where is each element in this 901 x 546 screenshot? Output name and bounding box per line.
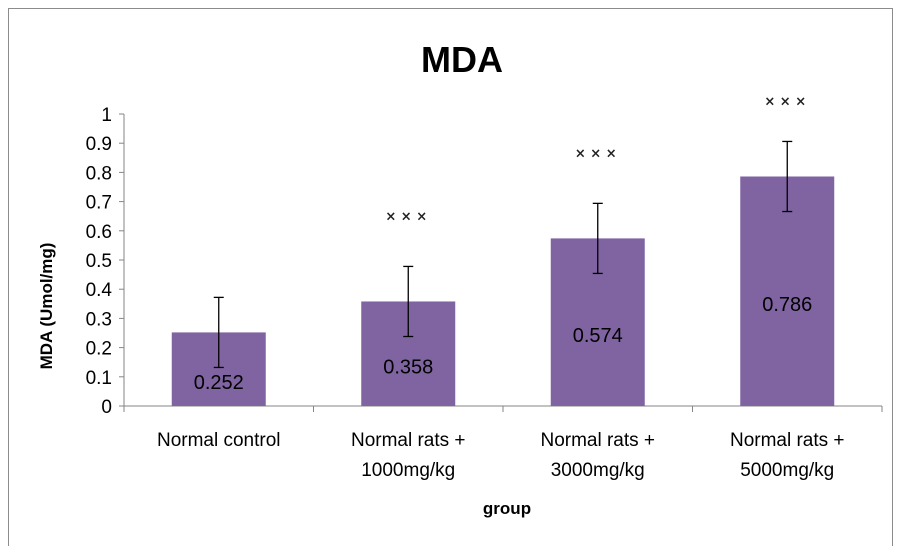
y-tick-label: 0.5: [86, 251, 112, 272]
category-label-line: 5000mg/kg: [740, 460, 834, 481]
data-label: 0.786: [762, 294, 812, 316]
x-axis-title: group: [483, 499, 531, 518]
category-label-line: Normal rats +: [351, 430, 466, 451]
plot-area: 0 0.1 0.2 0.3 0.4 0.5 0.6 0.7 0.8 0.9 1 0.252 Normal…: [86, 94, 883, 481]
category-label: Normal rats + 1000mg/kg: [351, 430, 466, 481]
category-label-line: 3000mg/kg: [551, 460, 645, 481]
y-tick-label: 0.9: [86, 134, 112, 155]
category-label: Normal rats + 3000mg/kg: [540, 430, 655, 481]
category-label: Normal rats + 5000mg/kg: [730, 430, 845, 481]
significance-marker: × × ×: [764, 94, 806, 109]
significance-marker: × × ×: [385, 209, 427, 224]
y-tick-label: 0.2: [86, 339, 112, 360]
data-label: 0.252: [194, 372, 244, 394]
y-tick-label: 0.3: [86, 309, 112, 330]
y-tick-label: 0.4: [86, 280, 113, 301]
chart-title: MDA: [421, 39, 503, 80]
category-label-line: 1000mg/kg: [361, 460, 455, 481]
category-label-line: Normal rats +: [540, 430, 655, 451]
y-tick-label: 0.1: [86, 368, 112, 389]
category-label: Normal control: [157, 430, 281, 451]
y-tick-label: 1: [101, 105, 112, 126]
bar: [740, 176, 835, 406]
y-axis-title: MDA (Umol/mg): [37, 243, 56, 370]
y-tick-label: 0.6: [86, 222, 112, 243]
y-tick-label: 0: [101, 397, 112, 418]
significance-marker: × × ×: [575, 146, 617, 161]
y-tick-label: 0.8: [86, 163, 112, 184]
data-label: 0.574: [573, 325, 623, 347]
category-label-line: Normal control: [157, 430, 281, 451]
category-label-line: Normal rats +: [730, 430, 845, 451]
y-tick-label: 0.7: [86, 193, 112, 214]
data-label: 0.358: [383, 357, 433, 379]
